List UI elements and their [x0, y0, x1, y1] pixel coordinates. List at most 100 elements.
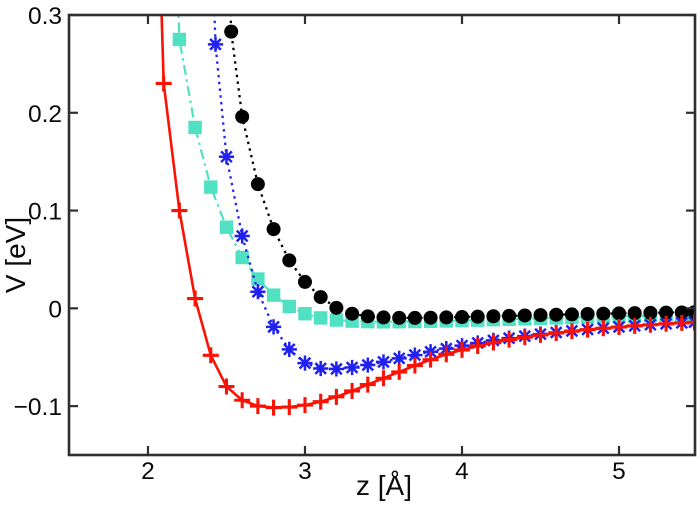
circle-marker — [627, 306, 642, 321]
plus-marker — [658, 315, 675, 332]
circle-marker — [612, 306, 627, 321]
plus-marker — [391, 363, 408, 380]
plus-marker — [312, 393, 329, 410]
x-axis-label: z [Å] — [355, 470, 413, 501]
asterisk-marker — [250, 284, 266, 300]
square-marker — [235, 250, 249, 265]
plus-marker — [485, 334, 502, 351]
y-tick-label: 0 — [48, 296, 62, 323]
series-line — [177, 14, 695, 323]
circle-marker — [439, 310, 454, 325]
asterisk-marker — [313, 360, 329, 377]
x-tick-label: 3 — [298, 458, 312, 485]
plus-marker — [579, 321, 596, 338]
circle-marker — [329, 300, 344, 315]
series-line — [229, 14, 695, 320]
circle-marker — [224, 24, 239, 39]
x-tick-label: 4 — [455, 458, 469, 485]
circle-marker — [643, 305, 658, 320]
plus-marker — [218, 378, 235, 395]
plus-marker — [155, 75, 172, 92]
square-marker — [298, 307, 312, 321]
asterisk-marker — [360, 357, 376, 373]
circle-marker — [564, 307, 579, 322]
plus-marker — [375, 370, 392, 387]
square-marker — [219, 220, 234, 234]
circle-marker — [533, 308, 548, 323]
square-marker — [282, 299, 296, 314]
circle-marker — [549, 307, 564, 322]
plus-marker — [328, 388, 345, 405]
plus-marker — [187, 290, 204, 307]
plus-marker — [202, 347, 219, 364]
plus-marker — [359, 376, 376, 393]
plus-marker — [249, 398, 266, 415]
square-marker — [188, 120, 202, 135]
circle-marker — [313, 290, 328, 305]
square-marker — [204, 180, 218, 194]
circle-marker — [580, 307, 595, 322]
circle-marker — [517, 308, 532, 323]
asterisk-marker — [407, 347, 423, 363]
plus-marker — [563, 323, 580, 340]
circle-marker — [250, 177, 265, 192]
square-marker — [329, 313, 344, 327]
plus-marker — [611, 319, 628, 336]
y-tick-label: 0.1 — [28, 199, 62, 226]
plus-marker — [626, 317, 643, 334]
plus-marker — [422, 351, 439, 368]
circle-marker — [502, 308, 517, 323]
plus-marker — [171, 202, 188, 219]
circle-marker — [423, 310, 438, 325]
asterisk-marker — [218, 149, 235, 165]
plus-marker — [344, 382, 361, 399]
series-cyan-square-dashdot-curve — [172, 14, 696, 329]
plot-frame — [67, 13, 697, 457]
series-black-circle-dotted-curve — [224, 14, 696, 325]
plus-marker — [234, 392, 251, 409]
circle-marker — [407, 310, 422, 325]
series-red-plus-solid-curve — [155, 14, 696, 416]
asterisk-marker — [234, 228, 250, 244]
circle-marker — [282, 253, 297, 268]
plus-marker — [595, 320, 612, 337]
circle-marker — [674, 305, 689, 320]
asterisk-marker — [328, 361, 344, 377]
x-tick-label: 5 — [612, 458, 626, 485]
circle-marker — [360, 309, 375, 324]
plus-marker — [265, 399, 282, 416]
circle-marker — [659, 305, 674, 320]
square-marker — [172, 32, 187, 47]
y-tick-label: −0.1 — [14, 394, 62, 421]
y-tick-label: 0.2 — [28, 101, 62, 128]
x-tick-label: 2 — [141, 458, 155, 485]
plus-marker — [296, 397, 313, 414]
plus-marker — [438, 346, 455, 363]
asterisk-marker — [281, 341, 297, 357]
plus-marker — [548, 324, 565, 341]
asterisk-marker — [207, 36, 224, 52]
circle-marker — [297, 274, 312, 289]
square-marker — [313, 311, 328, 325]
circle-marker — [470, 309, 485, 324]
plus-marker — [281, 399, 298, 416]
plus-marker — [501, 331, 518, 348]
plus-marker — [642, 316, 659, 333]
asterisk-marker — [375, 354, 392, 370]
circle-marker — [345, 306, 360, 321]
asterisk-marker — [344, 359, 360, 376]
circle-marker — [486, 309, 501, 324]
circle-marker — [235, 109, 250, 124]
y-tick-label: 0.3 — [28, 3, 62, 30]
plus-marker — [516, 329, 533, 346]
circle-marker — [454, 310, 469, 325]
square-marker — [251, 272, 265, 286]
series-line — [160, 14, 695, 409]
circle-marker — [376, 310, 391, 325]
plus-marker — [469, 337, 486, 354]
y-axis-label: V [eV] — [0, 216, 31, 294]
circle-marker — [596, 306, 611, 321]
asterisk-marker — [391, 350, 407, 366]
